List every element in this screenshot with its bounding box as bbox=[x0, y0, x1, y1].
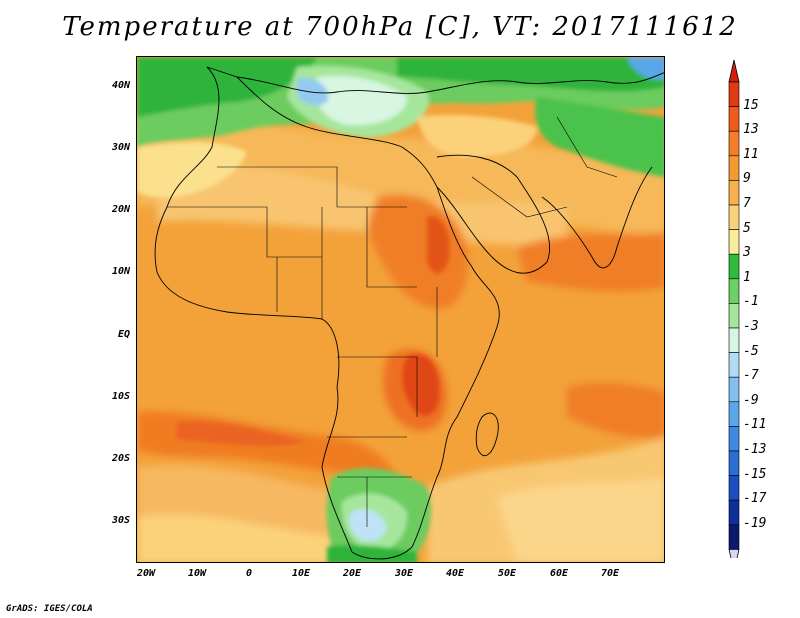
field-lake-region-hot bbox=[402, 354, 440, 416]
lat-label-30s: 30S bbox=[111, 515, 130, 526]
lon-label-70e: 70E bbox=[600, 568, 620, 579]
field-south-indian-yellow bbox=[497, 477, 664, 562]
colorbar-box bbox=[728, 204, 740, 230]
colorbar-label: -19 bbox=[743, 515, 767, 531]
colorbar-box bbox=[728, 303, 740, 329]
colorbar-box bbox=[728, 401, 740, 427]
map-title: Temperature at 700hPa [C], VT: 201711161… bbox=[62, 12, 738, 42]
lat-label-20s: 20S bbox=[111, 453, 130, 464]
colorbar-box bbox=[728, 155, 740, 181]
colorbar-box bbox=[728, 426, 740, 452]
field-south-yellow bbox=[137, 514, 337, 562]
lon-label-30e: 30E bbox=[394, 568, 414, 579]
field-med-cyan bbox=[315, 75, 407, 126]
temperature-map bbox=[136, 56, 665, 563]
field-indian-ocean-warm bbox=[567, 382, 664, 438]
colorbar-label: 13 bbox=[743, 122, 759, 138]
field-morocco-yellow bbox=[137, 142, 247, 198]
field-iran-green bbox=[535, 97, 664, 177]
colorbar-label: -13 bbox=[743, 442, 767, 457]
border-sudan bbox=[366, 207, 417, 288]
field-arabian-sea-warm bbox=[517, 232, 664, 292]
colorbar-label: 3 bbox=[743, 245, 751, 261]
colorbar-label: -1 bbox=[743, 294, 759, 310]
colorbar-label: -7 bbox=[743, 368, 759, 384]
lon-label-20e: 20E bbox=[342, 568, 362, 579]
mediterranean-north-coast bbox=[236, 72, 664, 94]
coastlines bbox=[154, 66, 664, 560]
border-north-africa bbox=[217, 166, 407, 208]
colorbar-label: 5 bbox=[743, 220, 751, 236]
lon-label-50e: 50E bbox=[497, 568, 517, 579]
colorbar-bottom-arrow bbox=[728, 549, 740, 558]
colorbar-label: -3 bbox=[743, 319, 759, 334]
colorbar-label: 11 bbox=[743, 146, 759, 162]
temperature-field bbox=[137, 57, 664, 562]
colorbar-box bbox=[728, 376, 740, 403]
field-northeast-dark-green bbox=[397, 57, 664, 92]
colorbar-label: -15 bbox=[743, 466, 767, 482]
lat-label-30n: 30N bbox=[111, 142, 130, 153]
lon-label-20w: 20W bbox=[136, 568, 156, 579]
lon-label-60e: 60E bbox=[549, 568, 569, 579]
footer-credit: GrADS: IGES/COLA bbox=[6, 604, 93, 614]
country-borders bbox=[167, 116, 618, 527]
field-arabia-yellow bbox=[417, 115, 537, 157]
colorbar-box bbox=[728, 253, 740, 280]
border-sahel bbox=[167, 206, 322, 258]
colorbar-box bbox=[728, 352, 740, 378]
lat-label-eq: EQ bbox=[117, 329, 130, 340]
colorbar-box bbox=[728, 106, 740, 132]
field-northwest-dark-green bbox=[137, 57, 317, 117]
colorbar-box bbox=[728, 81, 740, 107]
colorbar-label: -9 bbox=[743, 392, 759, 408]
field-sahara-yellow bbox=[157, 164, 567, 247]
colorbar bbox=[728, 59, 740, 558]
lon-label-40e: 40E bbox=[445, 568, 465, 579]
colorbar-box bbox=[728, 450, 740, 476]
lon-label-10e: 10E bbox=[291, 568, 311, 579]
colorbar-label: 15 bbox=[743, 97, 759, 113]
lat-label-40n: 40N bbox=[111, 80, 130, 91]
field-cape-dark-green bbox=[327, 544, 417, 562]
colorbar-top-arrow bbox=[728, 59, 740, 83]
colorbar-box bbox=[728, 130, 740, 157]
colorbar-box bbox=[728, 229, 740, 255]
colorbar-label: -17 bbox=[743, 491, 767, 507]
colorbar-label: 9 bbox=[743, 171, 751, 187]
lat-label-10n: 10N bbox=[111, 266, 130, 277]
field-ethiopia-hot bbox=[427, 216, 450, 274]
colorbar-label: 1 bbox=[743, 269, 751, 285]
border-iran bbox=[556, 116, 618, 178]
border-congo bbox=[337, 356, 418, 417]
arabian-peninsula-coast bbox=[436, 154, 551, 274]
colorbar-label: -5 bbox=[743, 343, 759, 359]
lat-label-20n: 20N bbox=[111, 204, 130, 215]
field-atlantic-hot bbox=[177, 421, 307, 446]
border-arabia bbox=[471, 176, 568, 218]
lat-label-10s: 10S bbox=[111, 391, 130, 402]
colorbar-label: 7 bbox=[743, 196, 751, 211]
colorbar-box bbox=[728, 278, 740, 304]
colorbar-label: -11 bbox=[743, 417, 767, 433]
field-south-africa-cyan bbox=[349, 509, 387, 542]
madagascar-coast bbox=[475, 412, 499, 457]
colorbar-box bbox=[728, 524, 740, 550]
lon-label-0: 0 bbox=[245, 568, 253, 579]
colorbar-box bbox=[728, 180, 740, 206]
colorbar-boxes bbox=[728, 59, 740, 558]
field-northeast-blue bbox=[627, 57, 664, 80]
colorbar-box bbox=[728, 499, 740, 526]
colorbar-box bbox=[728, 327, 740, 353]
lon-label-10w: 10W bbox=[187, 568, 207, 579]
india-coast bbox=[541, 166, 653, 269]
colorbar-box bbox=[728, 475, 740, 501]
africa-coastline bbox=[154, 66, 500, 560]
